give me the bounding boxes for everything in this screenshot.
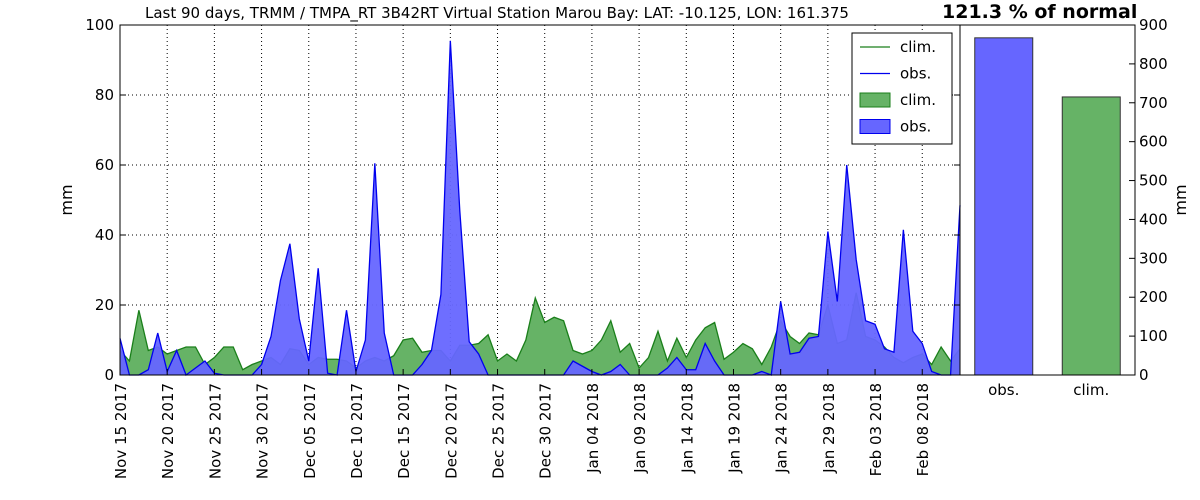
x-tick-label: Jan 19 2018 [725, 383, 743, 474]
legend-label: clim. [900, 91, 936, 109]
y-tick-label: 100 [85, 16, 114, 34]
x-tick-label: Dec 05 2017 [301, 383, 319, 479]
bar-y-tick-label: 300 [1139, 249, 1168, 267]
x-tick-label: Jan 29 2018 [820, 383, 838, 474]
x-tick-label: Jan 04 2018 [584, 383, 602, 474]
bar-y-tick-label: 200 [1139, 288, 1168, 306]
clim-area [120, 292, 960, 375]
daily-area-plot: 0 20 40 60 80 100 mm Nov 15 2017 Nov 20 2017 Nov … [57, 16, 961, 479]
x-tick-label: Dec 30 2017 [537, 383, 555, 479]
percent-of-normal-label: 121.3 % of normal [942, 1, 1137, 23]
bar-category-label: obs. [988, 381, 1019, 399]
legend-patch-swatch [859, 92, 891, 108]
legend: clim. obs. clim. obs. [851, 32, 953, 145]
x-tick-label: Jan 24 2018 [773, 383, 791, 474]
x-tick-label: Dec 25 2017 [490, 383, 508, 479]
bar-y-tick-label: 500 [1139, 172, 1168, 190]
chart-title: Last 90 days, TRMM / TMPA_RT 3B42RT Virt… [145, 4, 849, 23]
bar-y-tick-label: 900 [1139, 16, 1168, 34]
y-axis-label: mm [57, 184, 76, 215]
x-tick-label: Feb 08 2018 [914, 383, 932, 476]
obs-area [120, 40, 960, 375]
x-tick-label: Dec 15 2017 [395, 383, 413, 479]
x-tick-label: Nov 30 2017 [254, 383, 272, 479]
legend-label: obs. [900, 118, 931, 136]
legend-patch-swatch [859, 119, 891, 134]
bar-y-tick-label: 100 [1139, 327, 1168, 345]
bar-category-label: clim. [1073, 381, 1109, 399]
y-tick-label: 0 [104, 366, 114, 384]
y-tick-label: 80 [95, 86, 114, 104]
bar-clim [1061, 96, 1121, 376]
bar-y-tick-label: 600 [1139, 133, 1168, 151]
x-tick-label: Nov 15 2017 [112, 383, 130, 479]
legend-label: obs. [900, 65, 931, 83]
bar-y-tick-label: 400 [1139, 210, 1168, 228]
legend-label: clim. [900, 38, 936, 56]
bar-frame [959, 24, 1136, 376]
x-tick-label: Dec 10 2017 [348, 383, 366, 479]
total-bar-plot: obs. clim. 0 100 200 300 400 500 600 700 800 900 mm [959, 16, 1190, 399]
y-tick-label: 20 [95, 296, 114, 314]
bar-y-axis-label: mm [1171, 184, 1190, 215]
x-tick-label: Jan 14 2018 [678, 383, 696, 474]
x-tick-label: Nov 20 2017 [159, 383, 177, 479]
bar-obs [974, 37, 1034, 376]
x-tick-label: Feb 03 2018 [867, 383, 885, 476]
y-tick-label: 40 [95, 226, 114, 244]
bar-y-tick-label: 700 [1139, 94, 1168, 112]
x-tick-label: Jan 09 2018 [631, 383, 649, 474]
y-tick-label: 60 [95, 156, 114, 174]
x-tick-label: Nov 25 2017 [206, 383, 224, 479]
x-tick-label: Dec 20 2017 [442, 383, 460, 479]
bar-y-tick-label: 800 [1139, 55, 1168, 73]
bar-y-tick-label: 0 [1139, 366, 1149, 384]
